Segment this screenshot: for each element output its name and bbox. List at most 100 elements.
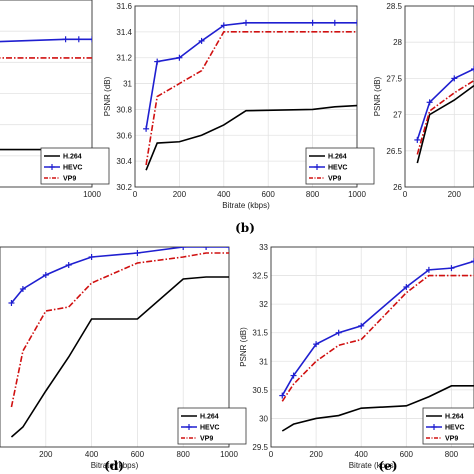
legend-label: VP9 xyxy=(328,176,341,183)
data-point xyxy=(414,136,421,143)
y-tick-label: 32 xyxy=(259,300,268,309)
data-point xyxy=(331,19,338,26)
x-tick-label: 200 xyxy=(309,450,323,459)
data-point xyxy=(471,65,474,72)
series-line-hevc xyxy=(0,38,92,43)
data-point xyxy=(313,341,320,348)
data-point xyxy=(354,19,357,26)
data-point xyxy=(19,286,26,292)
data-point xyxy=(8,300,15,306)
axes-box xyxy=(270,246,474,448)
y-tick-label: 28.5 xyxy=(386,2,402,11)
legend: H.264 HEVC VP9 xyxy=(40,147,110,185)
y-tick-label: 30 xyxy=(259,414,268,423)
x-tick-label: 1000 xyxy=(83,190,101,199)
y-tick-label: 31.5 xyxy=(252,329,268,338)
data-point xyxy=(65,262,72,268)
series-group xyxy=(414,65,474,164)
y-tick-label: 27 xyxy=(393,111,402,120)
legend-label: VP9 xyxy=(63,176,76,183)
series-group xyxy=(8,247,229,438)
data-point xyxy=(198,37,205,44)
x-tick-label: 200 xyxy=(39,450,53,459)
series-line-vp9 xyxy=(10,252,229,408)
series-group xyxy=(143,19,357,171)
x-tick-label: 1000 xyxy=(220,450,238,459)
data-point xyxy=(62,36,69,43)
data-point xyxy=(226,247,229,250)
y-tick-label: 32.5 xyxy=(252,272,268,281)
series-line-hevc xyxy=(145,22,357,129)
y-tick-label: 31 xyxy=(259,357,268,366)
x-tick-label: 800 xyxy=(445,450,459,459)
axes-box xyxy=(134,5,358,188)
x-tick-label: 200 xyxy=(448,190,462,199)
x-tick-label: 0 xyxy=(269,450,274,459)
data-point xyxy=(42,272,49,278)
y-tick-label: 28 xyxy=(393,38,402,47)
legend-label: HEVC xyxy=(445,425,464,432)
data-point xyxy=(471,258,474,265)
data-point xyxy=(309,19,316,26)
data-point xyxy=(451,75,458,82)
series-line-hevc xyxy=(281,260,474,396)
y-axis-label: PSNR (dB) xyxy=(239,327,248,367)
legend-label: HEVC xyxy=(328,165,347,172)
legend: H.264 HEVC VP9 xyxy=(422,407,474,445)
legend-label: H.264 xyxy=(445,414,464,421)
data-point xyxy=(203,247,210,250)
chart-panel-a: 1000 H.264 HEVC VP9 xyxy=(0,0,110,199)
data-point xyxy=(89,36,92,43)
legend-label: H.264 xyxy=(63,154,82,161)
y-tick-label: 27.5 xyxy=(386,74,402,83)
y-tick-label: 26.5 xyxy=(386,147,402,156)
series-line-h264 xyxy=(416,84,474,164)
y-tick-label: 30.4 xyxy=(116,157,132,166)
y-tick-label: 31 xyxy=(123,80,132,89)
legend-label: H.264 xyxy=(328,154,347,161)
data-point xyxy=(220,22,227,29)
x-tick-label: 200 xyxy=(173,190,187,199)
axes-box xyxy=(404,5,474,188)
legend: H.264 HEVC VP9 xyxy=(177,407,247,445)
y-axis-label: PSNR (dB) xyxy=(373,76,382,116)
data-point xyxy=(243,19,249,26)
data-point xyxy=(403,284,410,290)
series-line-h264 xyxy=(145,104,357,171)
x-tick-label: 400 xyxy=(217,190,231,199)
panel-label: (e) xyxy=(379,459,398,473)
y-tick-label: 26 xyxy=(393,183,402,192)
chart-panel-b: 0 200 400 600 800 1000 30.2 30.4 30.6 30.8 31 31.2 3… xyxy=(103,2,375,235)
x-tick-label: 600 xyxy=(400,450,414,459)
y-tick-label: 30.5 xyxy=(252,386,268,395)
data-point xyxy=(176,54,183,61)
y-tick-label: 29.5 xyxy=(252,443,268,452)
x-axis-label: Bitrate (kbps) xyxy=(349,461,397,470)
series-group xyxy=(279,258,474,432)
data-point xyxy=(75,36,82,43)
series-line-vp9 xyxy=(281,274,474,402)
series-line-vp9 xyxy=(416,79,474,155)
x-tick-label: 600 xyxy=(262,190,276,199)
y-tick-label: 30.6 xyxy=(116,131,132,140)
y-tick-label: 30.8 xyxy=(116,105,132,114)
axes-box xyxy=(0,0,93,188)
data-point xyxy=(448,265,455,272)
x-tick-label: 0 xyxy=(403,190,408,199)
data-point xyxy=(154,58,161,65)
series-line-hevc xyxy=(416,68,474,141)
chart-panel-c: 0 200 26 26.5 27 27.5 28 28.5 PSNR (dB) xyxy=(373,2,474,199)
chart-panel-d: 200 400 600 800 1000 Bitrate (kbps)(d) H.264 HE… xyxy=(0,246,247,473)
x-tick-label: 800 xyxy=(306,190,320,199)
chart-panel-e: 0 200 400 600 800 29.5 30 30.5 31 31.5 32 32.5 33 Bit… xyxy=(239,243,474,473)
data-point xyxy=(134,250,141,256)
y-axis-label: PSNR (dB) xyxy=(103,76,112,116)
data-point xyxy=(335,329,342,336)
y-tick-label: 31.6 xyxy=(116,2,132,11)
legend-label: H.264 xyxy=(200,414,219,421)
series-line-h264 xyxy=(281,385,474,432)
x-axis-label: Bitrate (kbps) xyxy=(91,461,139,470)
data-point xyxy=(279,392,286,399)
series-line-h264 xyxy=(10,276,229,438)
